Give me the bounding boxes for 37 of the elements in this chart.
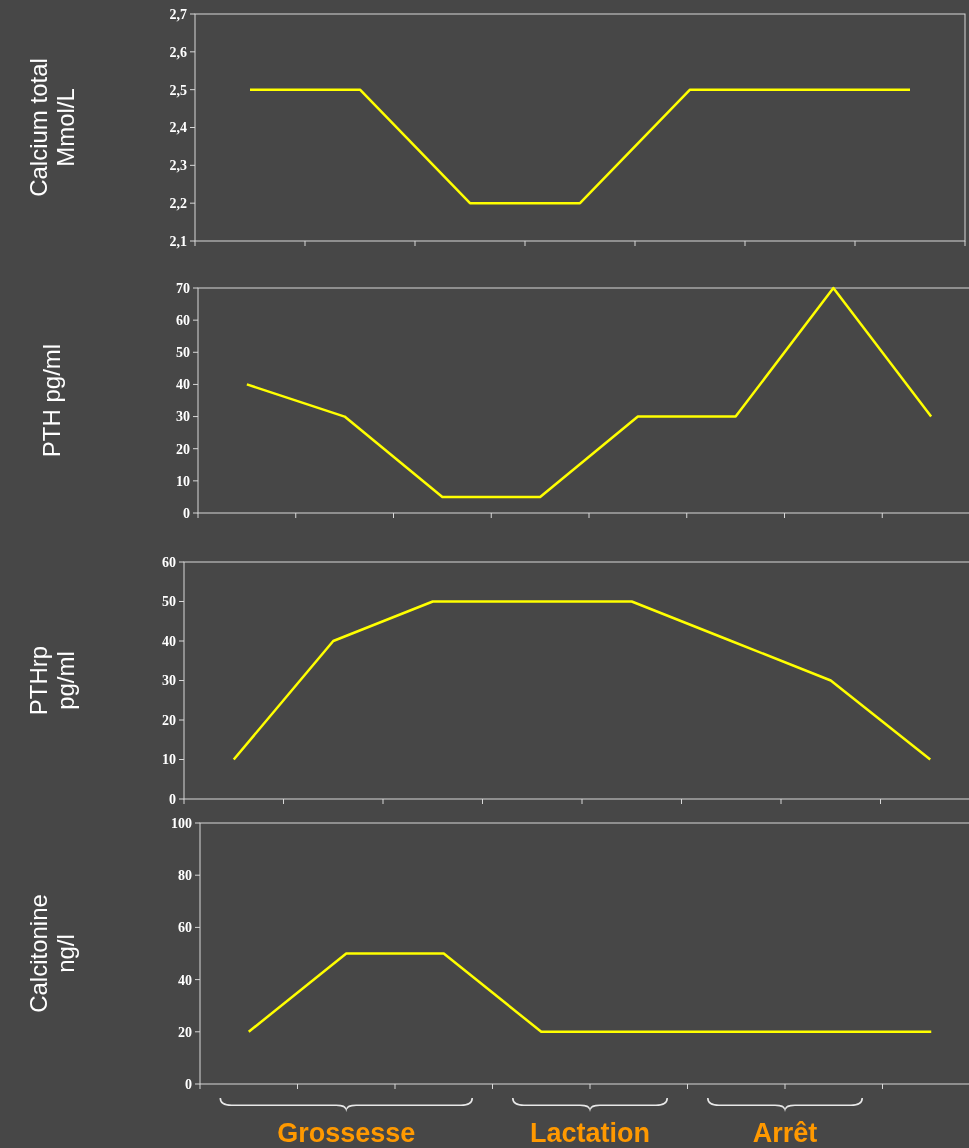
y-tick-label: 2,2 [169,196,187,212]
y-tick-label: 2,5 [169,82,187,98]
y-axis-title: PTH pg/ml [38,343,66,458]
y-tick-label: 40 [176,377,190,393]
text: Grossesse [277,1118,416,1148]
y-tick-label: 2,3 [169,158,187,174]
y-tick-label: 20 [162,712,176,728]
y-tick-label: 20 [178,1024,192,1040]
y-tick-label: 2,6 [169,44,187,60]
text: Lactation [529,1118,651,1148]
y-tick-label: 20 [176,441,190,457]
y-tick-label: 40 [178,972,192,988]
y-tick-label: 60 [162,554,176,570]
y-tick-label: 2,7 [169,6,187,22]
line-series [245,286,933,499]
y-tick-label: 40 [162,633,176,649]
y-tick-label: 50 [162,594,176,610]
y-tick-label: 30 [162,673,176,689]
y-tick-label: 10 [162,752,176,768]
y-tick-label: 0 [183,505,190,521]
y-tick-label: 2,1 [169,233,187,249]
y-tick-label: 0 [185,1076,192,1092]
text: Arrêt [752,1118,818,1148]
y-tick-label: 10 [176,473,190,489]
y-tick-label: 50 [176,345,190,361]
y-tick-label: 60 [178,920,192,936]
y-tick-label: 60 [176,313,190,329]
y-axis-title: Calcitonine ng/l [25,894,79,1013]
y-tick-label: 80 [178,868,192,884]
y-tick-label: 70 [176,280,190,296]
y-tick-label: 0 [169,791,176,807]
y-tick-label: 100 [171,815,192,831]
y-tick-label: 30 [176,409,190,425]
line-series [232,600,932,761]
y-axis-title: Calcium total Mmol/L [25,58,79,197]
y-axis-title: PTHrp pg/ml [25,645,79,716]
y-tick-label: 2,4 [169,120,187,136]
